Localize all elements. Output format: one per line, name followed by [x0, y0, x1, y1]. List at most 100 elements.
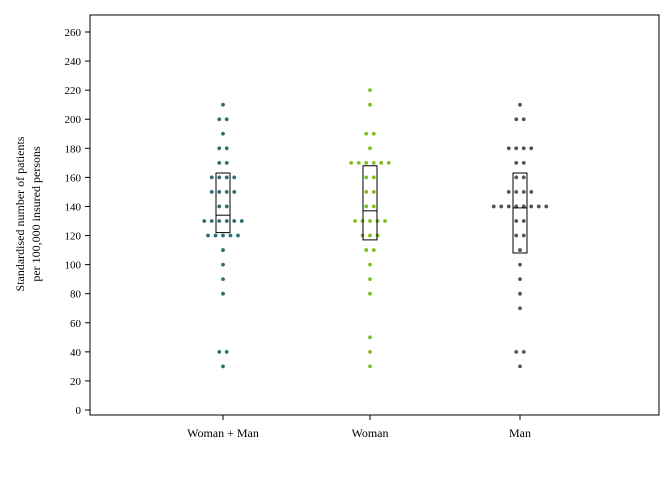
data-point	[379, 160, 384, 165]
data-point	[349, 160, 354, 165]
y-tick-label: 200	[65, 114, 82, 126]
data-point	[518, 248, 522, 252]
data-point	[206, 233, 210, 238]
series-group	[202, 102, 244, 369]
data-point	[514, 117, 519, 122]
y-tick-label: 120	[65, 231, 82, 243]
data-point	[364, 175, 369, 180]
data-point	[364, 204, 369, 209]
data-point	[521, 204, 526, 209]
data-point	[521, 190, 526, 194]
data-point	[224, 175, 229, 180]
data-point	[217, 160, 222, 165]
data-point	[521, 219, 526, 223]
data-point	[224, 219, 229, 223]
data-point	[353, 219, 357, 223]
data-point	[371, 248, 376, 252]
data-point	[521, 349, 526, 354]
y-tick-label: 160	[65, 172, 82, 184]
data-point	[209, 175, 214, 180]
y-tick-label: 20	[70, 376, 82, 388]
data-point	[368, 102, 372, 107]
data-point	[217, 146, 222, 151]
data-point	[368, 88, 372, 93]
data-point	[217, 175, 222, 180]
data-point	[202, 219, 207, 223]
y-tick-label: 40	[70, 347, 82, 359]
data-point	[514, 175, 519, 180]
series-group	[491, 102, 549, 369]
data-point	[518, 306, 522, 311]
data-point	[209, 219, 214, 223]
data-point	[221, 291, 225, 296]
x-category-label: Woman + Man	[187, 426, 259, 440]
data-point	[232, 190, 237, 194]
data-point	[368, 277, 372, 282]
y-tick-label: 180	[65, 143, 82, 155]
x-axis: Woman + Man Woman Man	[187, 415, 531, 440]
data-point	[371, 175, 376, 180]
y-tick-label: 80	[70, 289, 82, 301]
data-point	[514, 160, 519, 165]
data-point	[514, 233, 519, 238]
data-point	[368, 233, 372, 238]
data-point	[529, 146, 534, 151]
y-tick-label: 240	[65, 56, 82, 68]
data-point	[232, 175, 237, 180]
iqr-box	[215, 172, 231, 234]
data-point	[224, 349, 229, 354]
data-point	[232, 219, 237, 223]
series-group	[349, 88, 391, 369]
y-tick-label: 100	[65, 260, 82, 272]
data-point	[386, 160, 391, 165]
data-point	[221, 262, 225, 267]
data-point	[221, 248, 225, 252]
data-point	[217, 117, 222, 122]
data-point	[228, 233, 233, 238]
data-point	[506, 190, 511, 194]
data-point	[529, 204, 534, 209]
data-point	[518, 291, 522, 296]
y-tick-label: 260	[65, 27, 82, 39]
data-point	[364, 248, 369, 252]
iqr-box	[512, 172, 528, 254]
data-point	[521, 146, 526, 151]
data-point	[499, 204, 504, 209]
data-point	[529, 190, 534, 194]
data-point	[221, 364, 225, 369]
data-point	[209, 190, 214, 194]
data-point	[224, 146, 229, 151]
data-point	[364, 190, 369, 194]
data-point	[544, 204, 549, 209]
y-axis-label-line-2: per 100,000 insured persons	[29, 146, 43, 282]
data-point	[364, 160, 369, 165]
data-point	[221, 102, 225, 107]
data-point	[521, 160, 526, 165]
data-point	[368, 291, 372, 296]
plot-frame	[89, 14, 660, 416]
data-point	[506, 204, 511, 209]
data-point	[368, 262, 372, 267]
data-point	[356, 160, 361, 165]
data-point	[536, 204, 541, 209]
y-tick-label: 0	[76, 405, 82, 417]
data-point	[213, 233, 218, 238]
data-point	[224, 190, 229, 194]
data-point	[371, 131, 376, 136]
data-point	[506, 146, 511, 151]
data-point	[239, 219, 244, 223]
data-point	[491, 204, 496, 209]
iqr-box	[362, 165, 378, 241]
x-category-label: Woman	[351, 426, 388, 440]
data-point	[521, 175, 526, 180]
data-point	[514, 204, 519, 209]
data-point	[514, 349, 519, 354]
data-point	[368, 364, 372, 369]
data-point	[383, 219, 387, 223]
data-point	[221, 131, 225, 136]
y-tick-label: 140	[65, 201, 82, 213]
data-point	[217, 219, 222, 223]
data-point	[368, 146, 372, 151]
data-point	[371, 190, 376, 194]
y-axis: 0 20 40 60 80 100 120 140 160 180 200 220 240 260	[65, 27, 90, 417]
